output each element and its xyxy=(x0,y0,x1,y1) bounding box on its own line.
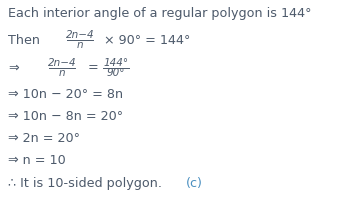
Text: ⇒: ⇒ xyxy=(8,61,19,75)
Text: 2n−4: 2n−4 xyxy=(48,58,76,68)
Text: (c): (c) xyxy=(186,177,203,191)
Text: 2n−4: 2n−4 xyxy=(66,30,94,40)
Text: ⇒ n = 10: ⇒ n = 10 xyxy=(8,153,66,167)
Text: 90°: 90° xyxy=(107,68,125,78)
Text: Each interior angle of a regular polygon is 144°: Each interior angle of a regular polygon… xyxy=(8,7,311,20)
Text: =: = xyxy=(88,61,99,75)
Text: ∴ It is 10-sided polygon.: ∴ It is 10-sided polygon. xyxy=(8,177,162,191)
Text: n: n xyxy=(59,68,65,78)
Text: ⇒ 2n = 20°: ⇒ 2n = 20° xyxy=(8,131,80,145)
Text: 144°: 144° xyxy=(104,58,129,68)
Text: × 90° = 144°: × 90° = 144° xyxy=(104,34,190,46)
Text: n: n xyxy=(77,40,83,50)
Text: ⇒ 10n − 8n = 20°: ⇒ 10n − 8n = 20° xyxy=(8,109,123,123)
Text: ⇒ 10n − 20° = 8n: ⇒ 10n − 20° = 8n xyxy=(8,87,123,100)
Text: Then: Then xyxy=(8,34,40,46)
